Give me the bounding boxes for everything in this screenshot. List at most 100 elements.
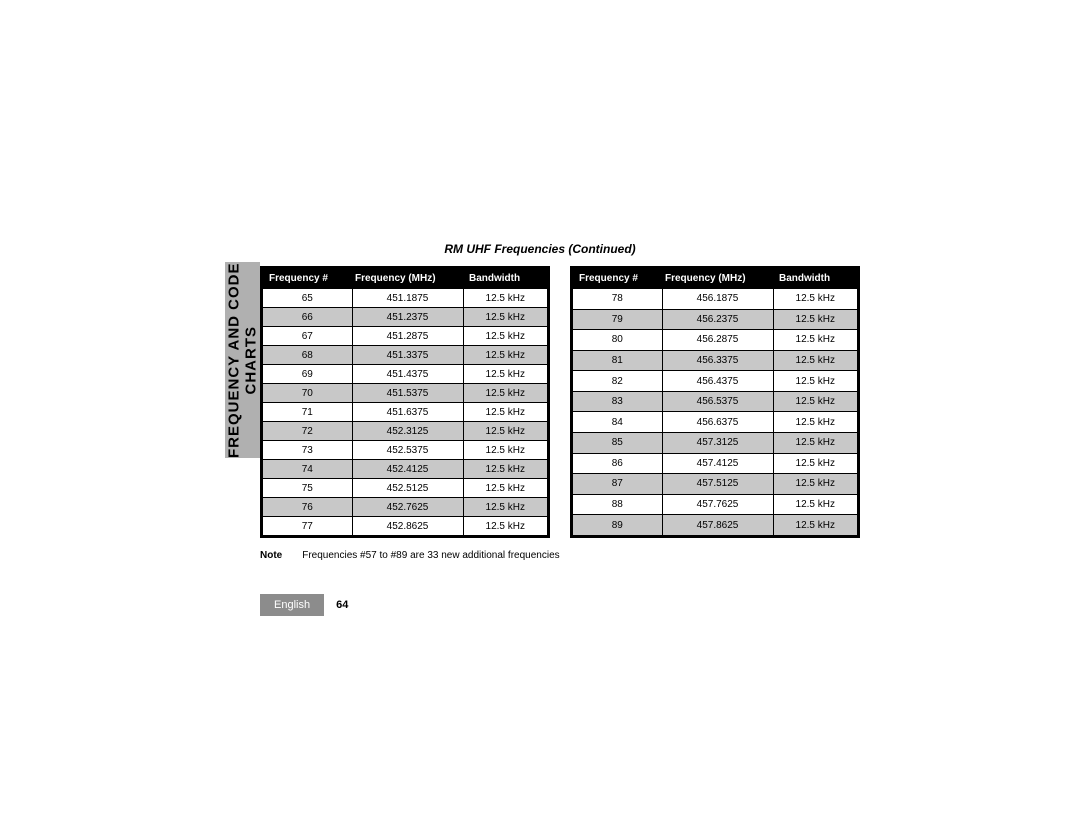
cell-num: 78: [572, 289, 663, 310]
frequency-table-left: Frequency # Frequency (MHz) Bandwidth 65…: [260, 266, 550, 538]
cell-num: 84: [572, 412, 663, 433]
cell-bw: 12.5 kHz: [773, 309, 859, 330]
section-tab: FREQUENCY AND CODE CHARTS: [225, 262, 260, 458]
table-row: 80456.287512.5 kHz: [572, 330, 859, 351]
table-row: 89457.862512.5 kHz: [572, 515, 859, 537]
cell-mhz: 457.5125: [662, 474, 773, 495]
table-row: 77452.862512.5 kHz: [262, 517, 549, 537]
cell-mhz: 456.5375: [662, 391, 773, 412]
cell-mhz: 456.6375: [662, 412, 773, 433]
cell-num: 65: [262, 289, 353, 308]
table-row: 76452.762512.5 kHz: [262, 498, 549, 517]
cell-mhz: 456.2375: [662, 309, 773, 330]
cell-num: 86: [572, 453, 663, 474]
cell-num: 89: [572, 515, 663, 537]
col-header-frequency-mhz: Frequency (MHz): [662, 268, 773, 289]
cell-mhz: 457.8625: [662, 515, 773, 537]
cell-bw: 12.5 kHz: [463, 365, 549, 384]
table-row: 71451.637512.5 kHz: [262, 403, 549, 422]
cell-mhz: 457.3125: [662, 432, 773, 453]
table-row: 87457.512512.5 kHz: [572, 474, 859, 495]
cell-num: 66: [262, 308, 353, 327]
cell-num: 72: [262, 422, 353, 441]
cell-num: 67: [262, 327, 353, 346]
cell-bw: 12.5 kHz: [773, 330, 859, 351]
col-header-frequency-num: Frequency #: [572, 268, 663, 289]
cell-bw: 12.5 kHz: [773, 289, 859, 310]
cell-num: 79: [572, 309, 663, 330]
table-row: 74452.412512.5 kHz: [262, 460, 549, 479]
cell-mhz: 452.3125: [352, 422, 463, 441]
cell-bw: 12.5 kHz: [463, 346, 549, 365]
cell-bw: 12.5 kHz: [773, 432, 859, 453]
table-row: 69451.437512.5 kHz: [262, 365, 549, 384]
cell-mhz: 451.2375: [352, 308, 463, 327]
cell-mhz: 452.5125: [352, 479, 463, 498]
table-row: 85457.312512.5 kHz: [572, 432, 859, 453]
cell-bw: 12.5 kHz: [773, 350, 859, 371]
note: Note Frequencies #57 to #89 are 33 new a…: [260, 550, 820, 561]
cell-bw: 12.5 kHz: [773, 453, 859, 474]
cell-num: 88: [572, 494, 663, 515]
cell-bw: 12.5 kHz: [773, 391, 859, 412]
footer-language: English: [260, 594, 324, 616]
table-header-row: Frequency # Frequency (MHz) Bandwidth: [262, 268, 549, 289]
table-row: 75452.512512.5 kHz: [262, 479, 549, 498]
cell-mhz: 457.4125: [662, 453, 773, 474]
cell-bw: 12.5 kHz: [463, 441, 549, 460]
table-body-left: 65451.187512.5 kHz66451.237512.5 kHz6745…: [262, 289, 549, 537]
cell-bw: 12.5 kHz: [463, 403, 549, 422]
col-header-frequency-num: Frequency #: [262, 268, 353, 289]
table-row: 81456.337512.5 kHz: [572, 350, 859, 371]
cell-bw: 12.5 kHz: [773, 494, 859, 515]
table-header-row: Frequency # Frequency (MHz) Bandwidth: [572, 268, 859, 289]
table-row: 66451.237512.5 kHz: [262, 308, 549, 327]
frequency-table-right: Frequency # Frequency (MHz) Bandwidth 78…: [570, 266, 860, 538]
cell-bw: 12.5 kHz: [773, 412, 859, 433]
col-header-bandwidth: Bandwidth: [773, 268, 859, 289]
cell-num: 71: [262, 403, 353, 422]
document-page: FREQUENCY AND CODE CHARTS RM UHF Frequen…: [260, 242, 820, 561]
cell-mhz: 456.3375: [662, 350, 773, 371]
cell-mhz: 451.1875: [352, 289, 463, 308]
cell-bw: 12.5 kHz: [773, 371, 859, 392]
cell-num: 74: [262, 460, 353, 479]
cell-num: 82: [572, 371, 663, 392]
table-title: RM UHF Frequencies (Continued): [260, 242, 820, 256]
table-row: 88457.762512.5 kHz: [572, 494, 859, 515]
table-row: 65451.187512.5 kHz: [262, 289, 549, 308]
table-row: 73452.537512.5 kHz: [262, 441, 549, 460]
cell-mhz: 451.2875: [352, 327, 463, 346]
cell-num: 80: [572, 330, 663, 351]
cell-num: 87: [572, 474, 663, 495]
cell-num: 83: [572, 391, 663, 412]
cell-bw: 12.5 kHz: [463, 308, 549, 327]
cell-bw: 12.5 kHz: [463, 384, 549, 403]
footer-page-number: 64: [336, 599, 348, 611]
cell-bw: 12.5 kHz: [773, 474, 859, 495]
table-row: 86457.412512.5 kHz: [572, 453, 859, 474]
cell-num: 76: [262, 498, 353, 517]
section-tab-line1: FREQUENCY AND CODE: [225, 262, 242, 458]
cell-num: 81: [572, 350, 663, 371]
table-row: 82456.437512.5 kHz: [572, 371, 859, 392]
cell-mhz: 451.4375: [352, 365, 463, 384]
cell-bw: 12.5 kHz: [773, 515, 859, 537]
table-row: 79456.237512.5 kHz: [572, 309, 859, 330]
table-row: 72452.312512.5 kHz: [262, 422, 549, 441]
page-footer: English 64: [260, 594, 348, 616]
cell-num: 77: [262, 517, 353, 537]
table-body-right: 78456.187512.5 kHz79456.237512.5 kHz8045…: [572, 289, 859, 537]
table-row: 68451.337512.5 kHz: [262, 346, 549, 365]
cell-bw: 12.5 kHz: [463, 422, 549, 441]
cell-num: 85: [572, 432, 663, 453]
table-row: 78456.187512.5 kHz: [572, 289, 859, 310]
cell-bw: 12.5 kHz: [463, 517, 549, 537]
cell-mhz: 456.2875: [662, 330, 773, 351]
cell-num: 69: [262, 365, 353, 384]
cell-mhz: 457.7625: [662, 494, 773, 515]
table-row: 67451.287512.5 kHz: [262, 327, 549, 346]
table-row: 83456.537512.5 kHz: [572, 391, 859, 412]
cell-mhz: 452.7625: [352, 498, 463, 517]
cell-mhz: 452.5375: [352, 441, 463, 460]
